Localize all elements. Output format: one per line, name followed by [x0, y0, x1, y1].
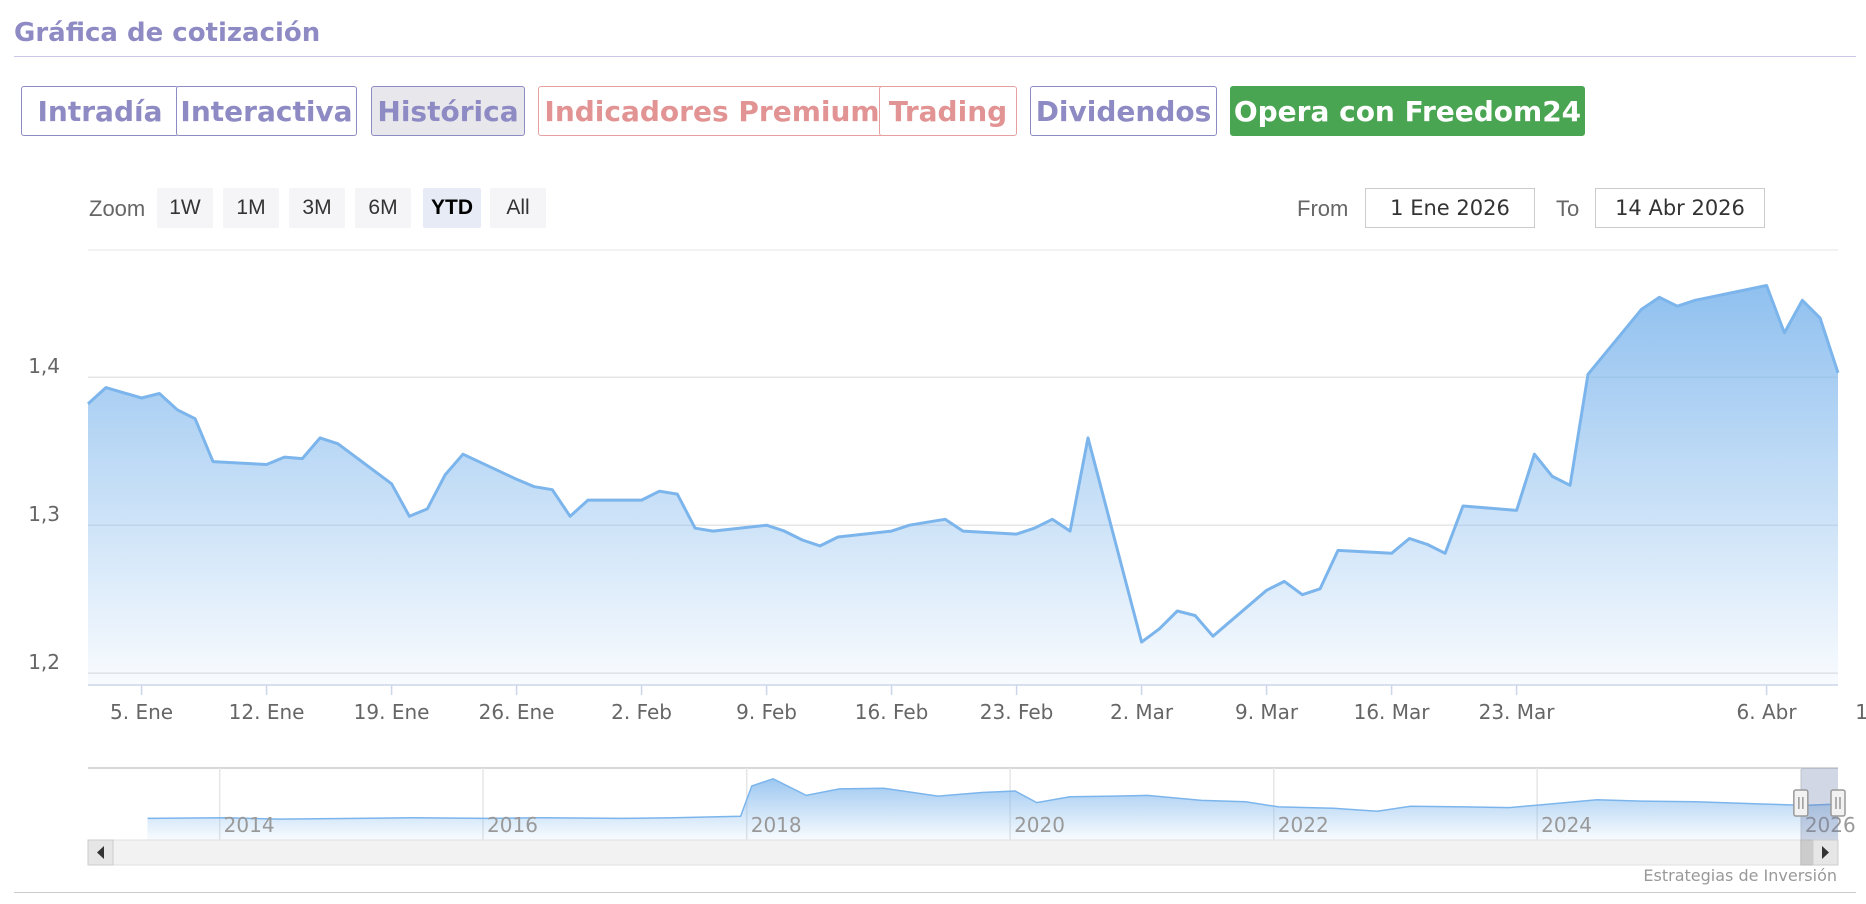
zoom-1w-button[interactable]: 1W [157, 188, 213, 228]
section-title: Gráfica de cotización [14, 18, 321, 48]
price-line [86, 284, 1840, 644]
scrollbar-left-button[interactable] [87, 839, 114, 866]
scroll-left-arrow-icon [97, 846, 104, 859]
x-tick-label: 16. Feb [855, 700, 929, 724]
x-axis: 5. Ene 12. Ene 19. Ene 26. Ene 2. Feb 9. Feb 1… [110, 685, 1866, 724]
navigator-year-label: 2018 [751, 813, 802, 837]
to-date-input[interactable] [1595, 188, 1765, 228]
zoom-6m-button[interactable]: 6M [355, 188, 411, 228]
x-tick-label: 23. Mar [1479, 700, 1556, 724]
x-tick-label: 23. Feb [980, 700, 1054, 724]
zoom-all-button[interactable]: All [490, 188, 546, 228]
x-tick-label: 9. Feb [736, 700, 797, 724]
tab-interactiva[interactable]: Interactiva [176, 86, 357, 136]
range-selector: Zoom 1W 1M 3M 6M YTD All From To [88, 186, 1838, 230]
y-tick-label: 1,2 [28, 650, 60, 674]
x-tick-label: 9. Mar [1235, 700, 1299, 724]
zoom-3m-button[interactable]: 3M [289, 188, 345, 228]
zoom-ytd-button[interactable]: YTD [423, 188, 481, 228]
scroll-right-arrow-icon [1822, 846, 1829, 859]
navigator-handle-right[interactable] [1830, 789, 1846, 817]
tab-indicadores-premium[interactable]: Indicadores Premium [538, 86, 886, 136]
x-tick-label: 16. Mar [1354, 700, 1431, 724]
navigator-handle-left[interactable] [1793, 789, 1809, 817]
x-tick-label: 19. Ene [354, 700, 430, 724]
x-tick-label: 2. Mar [1110, 700, 1174, 724]
navigator-year-labels: 2014 2016 2018 2020 2022 2024 2026 [224, 813, 1856, 837]
x-tick-label: 5. Ene [110, 700, 173, 724]
navigator-area [147, 778, 1839, 840]
x-tick-label: 12. Ene [229, 700, 305, 724]
tab-dividendos[interactable]: Dividendos [1030, 86, 1217, 136]
tab-intradia[interactable]: Intradía [21, 86, 179, 136]
opera-freedom24-button[interactable]: Opera con Freedom24 [1230, 86, 1585, 136]
scrollbar-track[interactable] [87, 839, 1839, 866]
y-tick-label: 1,4 [28, 354, 60, 378]
scrollbar[interactable] [87, 839, 1839, 866]
chart-credits[interactable]: Estrategias de Inversión [1643, 866, 1837, 885]
navigator-year-label: 2014 [224, 813, 275, 837]
y-tick-label: 1,3 [28, 502, 60, 526]
navigator-year-label: 2024 [1541, 813, 1592, 837]
to-label: To [1556, 196, 1580, 221]
zoom-1m-button[interactable]: 1M [223, 188, 279, 228]
from-label: From [1297, 196, 1349, 221]
section-header: Gráfica de cotización [14, 16, 1856, 57]
navigator-line [147, 777, 1839, 820]
x-tick-label: 2. Feb [611, 700, 672, 724]
navigator-year-label: 2016 [487, 813, 538, 837]
x-tick-label: 13. Abr [1855, 700, 1866, 724]
tab-trading[interactable]: Trading [879, 86, 1017, 136]
x-tick-label: 6. Abr [1737, 700, 1798, 724]
x-tick-label: 26. Ene [479, 700, 555, 724]
price-area [88, 285, 1838, 685]
zoom-label: Zoom [89, 196, 146, 221]
from-date-input[interactable] [1365, 188, 1535, 228]
navigator-year-label: 2020 [1014, 813, 1065, 837]
y-axis: 1,2 1,3 1,4 [28, 354, 60, 674]
navigator: 2014 2016 2018 2020 2022 2024 2026 [88, 767, 1856, 840]
tab-historica[interactable]: Histórica [371, 86, 525, 136]
navigator-year-label: 2026 [1805, 813, 1856, 837]
navigator-year-label: 2022 [1278, 813, 1329, 837]
bottom-divider [14, 892, 1856, 893]
